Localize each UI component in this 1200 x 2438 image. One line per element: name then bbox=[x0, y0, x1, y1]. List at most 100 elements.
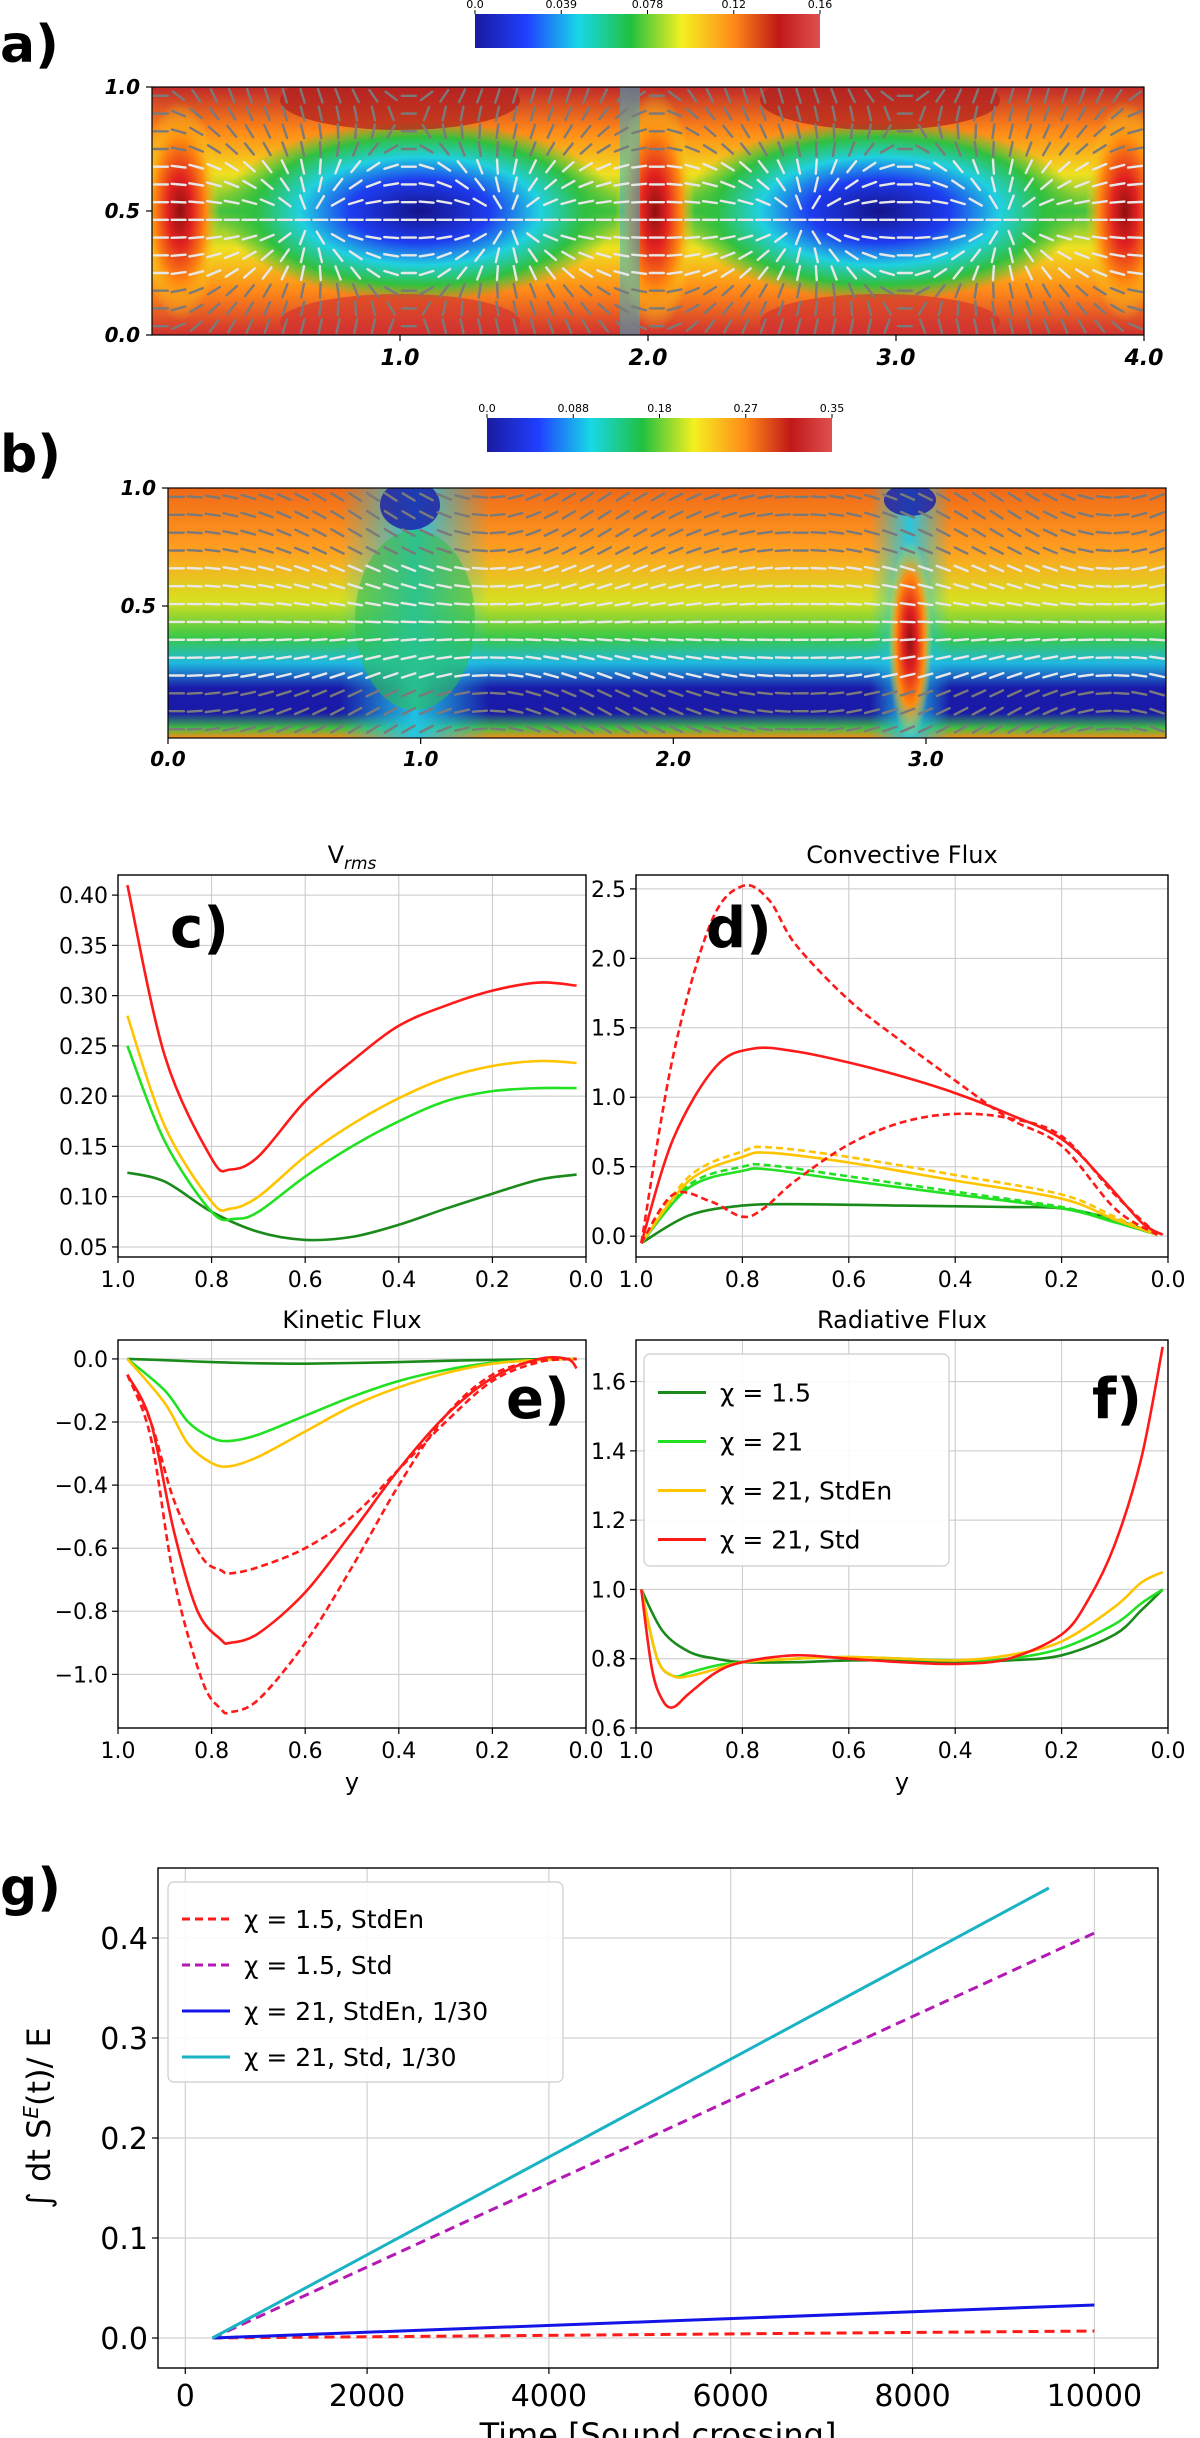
field-vector bbox=[741, 105, 750, 122]
y-tick-label: 0.1 bbox=[100, 2222, 148, 2257]
field-vector bbox=[597, 706, 612, 716]
field-vector bbox=[419, 492, 434, 502]
field-vector bbox=[401, 492, 416, 502]
field-vector bbox=[188, 145, 204, 153]
field-vector bbox=[299, 300, 306, 317]
field-vector bbox=[436, 180, 453, 189]
field-vector bbox=[756, 512, 774, 518]
field-vector bbox=[525, 672, 542, 679]
field-vector bbox=[666, 305, 683, 312]
field-vector bbox=[507, 547, 524, 554]
y-tick-label: 1.0 bbox=[105, 75, 141, 99]
field-vector bbox=[456, 160, 468, 174]
field-vector bbox=[739, 530, 756, 536]
field-vector bbox=[1042, 105, 1051, 122]
field-vector bbox=[1042, 724, 1058, 734]
field-vector bbox=[365, 199, 382, 205]
field-vector bbox=[950, 250, 966, 261]
y-tick-label: 0.20 bbox=[59, 1085, 108, 1110]
field-vector bbox=[298, 229, 307, 246]
field-vector bbox=[222, 530, 239, 536]
field-vector bbox=[988, 230, 999, 245]
field-vector bbox=[935, 655, 952, 661]
field-vector bbox=[418, 707, 435, 716]
field-vector bbox=[334, 158, 342, 175]
field-vector bbox=[439, 88, 450, 103]
field-vector bbox=[952, 601, 970, 607]
field-vector bbox=[257, 583, 275, 589]
field-vector bbox=[742, 88, 749, 104]
field-vector bbox=[1077, 106, 1087, 121]
field-vector bbox=[1024, 564, 1041, 573]
field-vector bbox=[917, 492, 933, 502]
field-vector bbox=[257, 638, 275, 642]
field-vector bbox=[543, 546, 559, 555]
heatmap-a bbox=[152, 87, 1144, 335]
field-vector bbox=[262, 141, 272, 157]
field-vector bbox=[170, 109, 187, 118]
field-vector bbox=[347, 654, 364, 661]
field-vector bbox=[1110, 303, 1125, 314]
field-vector bbox=[546, 300, 555, 317]
field-vector bbox=[543, 564, 559, 572]
x-tick-label: 0 bbox=[176, 2379, 195, 2414]
y-tick-label: 0.5 bbox=[105, 199, 140, 223]
field-vector bbox=[667, 672, 684, 679]
field-vector bbox=[667, 583, 684, 590]
field-vector bbox=[756, 530, 774, 535]
field-vector bbox=[507, 493, 524, 500]
field-vector bbox=[1077, 655, 1094, 660]
field-vector bbox=[952, 160, 964, 174]
field-vector bbox=[632, 601, 649, 607]
field-vector bbox=[348, 491, 363, 502]
field-vector bbox=[471, 709, 489, 713]
field-vector bbox=[336, 123, 340, 140]
field-vector bbox=[881, 565, 898, 572]
field-vector bbox=[329, 637, 346, 642]
field-vector bbox=[438, 142, 450, 156]
field-vector bbox=[721, 284, 735, 297]
field-vector bbox=[299, 87, 306, 104]
field-vector bbox=[1075, 143, 1089, 155]
field-vector bbox=[186, 584, 203, 588]
field-vector bbox=[311, 583, 328, 590]
field-vector bbox=[436, 199, 453, 205]
field-vector bbox=[666, 236, 683, 240]
field-vector bbox=[881, 707, 898, 715]
field-vector bbox=[703, 547, 720, 554]
field-vector bbox=[312, 510, 327, 520]
x-tick-label: 6000 bbox=[693, 2379, 769, 2414]
field-vector bbox=[188, 182, 205, 187]
field-vector bbox=[758, 283, 768, 298]
field-vector bbox=[561, 706, 577, 716]
field-vector bbox=[721, 708, 738, 715]
field-vector bbox=[1006, 672, 1023, 679]
field-vector bbox=[650, 564, 666, 572]
field-vector bbox=[581, 106, 591, 121]
colorbar-tick-label: 0.27 bbox=[734, 402, 759, 415]
field-vector bbox=[953, 672, 969, 679]
field-vector bbox=[245, 105, 254, 122]
field-vector bbox=[668, 546, 684, 555]
field-vector bbox=[721, 584, 738, 589]
field-vector bbox=[899, 707, 916, 715]
field-vector bbox=[370, 300, 377, 317]
field-vector bbox=[348, 179, 363, 190]
field-vector bbox=[170, 128, 187, 135]
field-vector bbox=[1059, 583, 1077, 589]
field-vector bbox=[311, 601, 328, 607]
field-vector bbox=[418, 252, 435, 258]
series-line bbox=[127, 1171, 577, 1242]
field-vector bbox=[418, 235, 435, 240]
field-vector bbox=[1110, 320, 1124, 332]
field-vector bbox=[597, 125, 611, 138]
field-vector bbox=[347, 527, 363, 538]
field-vector bbox=[441, 105, 448, 122]
field-vector bbox=[774, 691, 792, 695]
field-vector bbox=[281, 141, 289, 157]
field-vector bbox=[208, 319, 220, 333]
field-vector bbox=[299, 176, 306, 193]
field-vector bbox=[810, 584, 827, 588]
field-vector bbox=[529, 123, 537, 140]
field-vector bbox=[968, 197, 984, 207]
